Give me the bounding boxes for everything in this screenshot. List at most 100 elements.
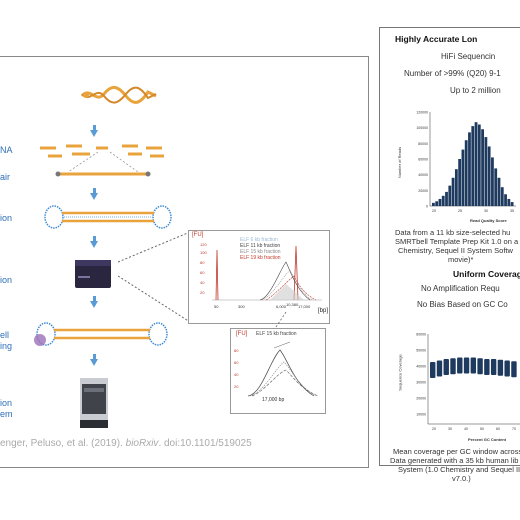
chart1-xtick-label: 20 [432, 209, 436, 213]
chart1-bar [441, 195, 445, 206]
chart2-xtick-label: 30 [448, 427, 452, 431]
chart1-ytick-label: 0 [426, 205, 428, 209]
svg-text:80: 80 [200, 260, 205, 265]
chart2-xlabel: Percent GC Content [468, 437, 507, 442]
chart2-ytick-label: 30000 [416, 381, 426, 385]
sheared-dna-fragments [40, 144, 164, 177]
chart1-bar [468, 132, 471, 206]
chart2-ytick-label: 20000 [416, 397, 426, 401]
chart2-box [463, 357, 470, 374]
caption2-line2: Data generated with a 35 kb human lib [390, 456, 519, 465]
dna-illustration [80, 86, 157, 104]
size-selection-instrument [75, 260, 111, 288]
electropherogram-traces: 120 100 80 60 40 20 50 300 6,000 10,380 17,000 [200, 242, 322, 309]
svg-text:300: 300 [238, 304, 245, 309]
step-label-4: ion [0, 275, 13, 285]
inset-fu-unit: [FU] [236, 331, 248, 337]
chart2-xtick-label: 40 [464, 427, 468, 431]
flow-arrow-3 [90, 241, 98, 248]
chart1-bar [477, 124, 481, 206]
gc-coverage-chart: 60000 50000 40000 30000 20000 10000 20 30 40 50 60… [416, 333, 520, 431]
chart1-ytick-label: 100000 [416, 126, 428, 130]
hifi-line: HiFi Sequencin [441, 52, 496, 61]
million-line: Up to 2 million [450, 86, 501, 95]
chart1-bar [471, 126, 475, 206]
chart1-bar [448, 185, 452, 206]
chart1-bar [474, 122, 478, 206]
chart1-bar [432, 202, 435, 206]
smrtbell-template [44, 205, 172, 229]
chart1-bar [500, 187, 504, 206]
caption1-line4: movie)* [448, 255, 474, 264]
sequel-ii-system-icon [80, 378, 108, 428]
svg-text:80: 80 [234, 348, 239, 353]
chart2-box [450, 358, 456, 375]
chart1-ytick-label: 80000 [418, 142, 428, 146]
caption1-line2: SMRTbell Template Prep Kit 1.0 on a [395, 237, 519, 246]
chart1-xtick-label: 35 [510, 209, 514, 213]
chart1-bar [507, 198, 511, 206]
legend-19kb: ELF 19 kb fraction [240, 255, 281, 261]
caption1-line1: Data from a 11 kb size-selected hu [395, 228, 511, 237]
chart1-ytick-label: 40000 [418, 173, 428, 177]
svg-text:60: 60 [200, 270, 205, 275]
svg-text:20: 20 [200, 290, 205, 295]
svg-text:100: 100 [200, 250, 207, 255]
chart2-box [470, 357, 477, 374]
chart1-xtick-label: 30 [484, 209, 488, 213]
svg-text:60: 60 [234, 360, 239, 365]
citation: enger, Peluso, et al. (2019). bioRxiv. d… [0, 438, 252, 449]
legend-11kb: ELF 11 kb fraction [240, 243, 281, 249]
svg-text:40: 40 [200, 280, 205, 285]
electropherogram-panel [188, 230, 330, 324]
caption2-line4: v7.0.) [452, 474, 471, 483]
fu-unit: [FU] [192, 232, 204, 238]
chart1-bar [454, 169, 458, 206]
chart2-box [484, 359, 490, 375]
chart1-ytick-label: 120000 [416, 111, 428, 115]
chart1-bar [510, 202, 514, 206]
chart1-ytick-label: 60000 [418, 158, 428, 162]
caption1-line3: Chemistry, Sequel II System Softw [398, 246, 513, 255]
chart1-bar [435, 201, 439, 206]
inset-annotation: 17,000 bp [262, 397, 285, 403]
chart1-bar [494, 168, 498, 206]
chart2-box [430, 362, 436, 378]
chart2-box [504, 360, 510, 377]
legend-6kb: ELF 6 kb fraction [240, 237, 278, 243]
zoom-connector-lines [118, 231, 191, 323]
chart2-ytick-label: 10000 [416, 413, 426, 417]
chart2-xtick-label: 50 [480, 427, 484, 431]
q20-line: Number of >99% (Q20) 9-1 [404, 69, 501, 78]
smrtbell-with-polymerase [34, 322, 168, 346]
chart2-box [436, 360, 443, 377]
no-gc-bias-line: No Bias Based on GC Co [417, 300, 508, 309]
chart2-ytick-label: 40000 [416, 365, 426, 369]
chart2-xtick-label: 60 [496, 427, 500, 431]
svg-text:10,380: 10,380 [286, 302, 299, 307]
svg-text:6,000: 6,000 [276, 304, 287, 309]
caption2-line1: Mean coverage per GC window across [393, 447, 520, 456]
svg-text:17,000: 17,000 [298, 304, 311, 309]
fraction-legend: ELF 6 kb fraction ELF 11 kb fraction ELF… [240, 237, 281, 261]
svg-text:120: 120 [200, 242, 207, 247]
right-panel-frame [379, 27, 520, 466]
flow-arrow-4 [90, 301, 98, 308]
step-label-3: ion [0, 213, 13, 223]
inset-electropherogram-panel [230, 328, 326, 414]
chart1-bar [464, 140, 468, 206]
chart1-ytick-label: 20000 [418, 189, 428, 193]
chart1-bar [461, 149, 465, 206]
bp-unit: [bp] [318, 308, 329, 314]
chart1-xtick-label: 25 [458, 209, 462, 213]
chart1-bar [438, 198, 442, 206]
inset-traces: 80 60 40 20 [234, 341, 319, 397]
chart2-xtick-label: 20 [432, 427, 436, 431]
chart2-ytick-label: 50000 [416, 349, 426, 353]
quality-histogram: 120000 100000 80000 60000 40000 20000 0 20 25 30 3… [416, 111, 516, 213]
step-label-2: air [0, 172, 11, 182]
chart1-bar [497, 177, 501, 206]
section2-title: Uniform Coverag [453, 269, 520, 279]
chart1-bar [491, 157, 494, 206]
step-label-5: ell [0, 330, 10, 340]
